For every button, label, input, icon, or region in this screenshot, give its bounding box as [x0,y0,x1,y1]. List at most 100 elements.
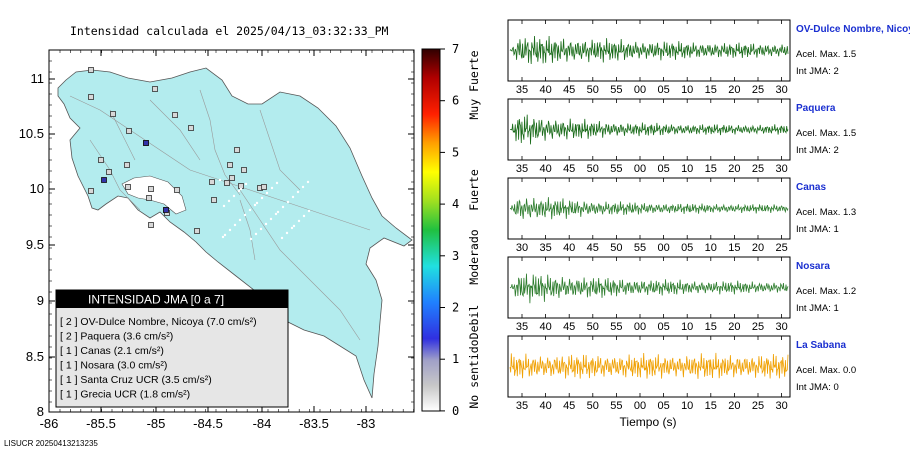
legend-item: [ 1 ] Canas (2.1 cm/s²) [60,345,164,357]
trace-0: 35 40 45 50 55 00 05 10 15 20 25 30 OV-Dulce Nombre,… [507,19,910,96]
trace-tick-label: 20 [728,163,740,175]
map-y-tick-label: 8 [37,404,44,419]
trace-tick-label: 25 [752,163,764,175]
station-marker [229,175,235,181]
trace-tick-label: 40 [539,84,551,96]
trace-accel: Acel. Max. 0.0 [796,365,856,376]
city-dot [265,191,269,195]
legend-item: [ 2 ] Paquera (3.6 cm/s²) [60,331,173,343]
trace-tick-label: 20 [728,84,740,96]
trace-tick-label: 20 [728,400,740,412]
trace-tick-label: 00 [634,84,646,96]
waveform-line [509,35,789,65]
map-x-tick-label: -85 [147,416,166,431]
trace-station-name: Canas [796,182,826,193]
city-dot [281,205,285,209]
city-dot [244,182,248,186]
city-dot [221,235,225,239]
map-y-tick-label: 10.5 [19,126,44,141]
trace-accel: Acel. Max. 1.3 [796,207,856,218]
trace-tick-label: 15 [705,321,717,333]
city-dot [227,199,231,203]
trace-tick-label: 55 [634,242,646,254]
city-dot [222,204,226,208]
city-dot [233,223,237,227]
waveform-line [509,273,789,304]
trace-tick-label: 40 [539,400,551,412]
city-dot [302,214,306,218]
colorbar-level-label: Muy Fuerte [467,50,481,119]
trace-tick-label: 40 [563,242,575,254]
trace-jma: Int JMA: 2 [796,145,839,156]
station-marker [261,184,267,190]
colorbar-tick-label: 4 [452,197,459,211]
colorbar-gradient [421,48,441,412]
waveform-line [509,197,789,220]
city-dot [301,185,305,189]
trace-tick-label: 25 [775,242,787,254]
trace-tick-label: 25 [752,321,764,333]
colorbar-tick-label: 2 [452,301,459,315]
map-y-axis: 11 10.5 10 9.5 9 8.5 8 [19,60,414,419]
station-marker [124,162,130,168]
colorbar-tick-label: 7 [452,42,459,56]
trace-tick-label: 55 [610,163,622,175]
city-dot [292,224,296,228]
station-marker [174,187,180,193]
trace-station-name: Nosara [796,261,830,272]
station-marker [152,86,158,92]
trace-3: 35 40 45 50 55 00 05 10 15 20 25 30 Nosara Acel. Max.… [507,256,856,333]
colorbar-level-label: Moderado [467,229,481,284]
trace-tick-label: 10 [705,242,717,254]
trace-tick-label: 30 [516,242,528,254]
station-marker [188,125,194,131]
trace-accel: Acel. Max. 1.5 [796,49,856,60]
colorbar-tick-label: 1 [452,352,459,366]
trace-tick-label: 10 [681,321,693,333]
city-dot [253,203,257,207]
station-marker [227,162,233,168]
intensity-map: -86 -85.5 -85 -84.5 -84 -83.5 -83 11 10.5 10 9.5 9… [19,49,415,431]
city-dot [223,233,227,237]
map-y-tick-label: 9 [37,293,44,308]
colorbar-level-label: Fuerte [467,169,481,211]
station-marker-active [163,207,169,213]
trace-accel: Acel. Max. 1.2 [796,286,856,297]
trace-tick-label: 00 [634,400,646,412]
trace-tick-label: 45 [563,400,575,412]
city-dot [307,209,311,213]
trace-tick-label: 55 [610,321,622,333]
city-dot [249,237,253,241]
city-dot [286,200,290,204]
colorbar-tick-label: 6 [452,94,459,108]
trace-tick-label: 10 [681,84,693,96]
station-marker [148,186,154,192]
map-y-tick-label: 11 [31,71,45,86]
trace-tick-label: 50 [587,400,599,412]
trace-tick-label: 40 [539,321,551,333]
trace-tick-label: 20 [728,321,740,333]
trace-jma: Int JMA: 1 [796,224,839,235]
trace-tick-label: 45 [563,321,575,333]
map-x-tick-label: -83 [357,416,376,431]
trace-tick-label: 45 [563,84,575,96]
city-dot [270,186,274,190]
station-marker-active [101,177,107,183]
map-x-tick-label: -83.5 [299,416,329,431]
map-x-tick-label: -86 [40,416,59,431]
station-marker [110,111,116,117]
legend-item: [ 1 ] Santa Cruz UCR (3.5 cm/s²) [60,374,212,386]
trace-tick-label: 35 [516,84,528,96]
trace-jma: Int JMA: 0 [796,382,839,393]
colorbar-level-label: Debil [467,305,481,340]
trace-tick-label: 30 [775,400,787,412]
station-marker [126,128,132,134]
costa-rica-land [57,67,413,399]
trace-1: 35 40 45 50 55 00 05 10 15 20 25 30 Paquera Acel. Max… [507,98,856,175]
trace-tick-label: 35 [516,400,528,412]
map-x-axis: -86 -85.5 -85 -84.5 -84 -83.5 -83 [40,50,414,431]
station-marker [238,183,244,189]
intensity-colorbar: 7 6 5 4 3 2 1 0 Muy Fuerte Fuerte Moderado DebilNo… [421,42,481,418]
page-title: Intensidad calculada el 2025/04/13_03:32… [70,24,389,38]
trace-tick-label: 55 [610,400,622,412]
